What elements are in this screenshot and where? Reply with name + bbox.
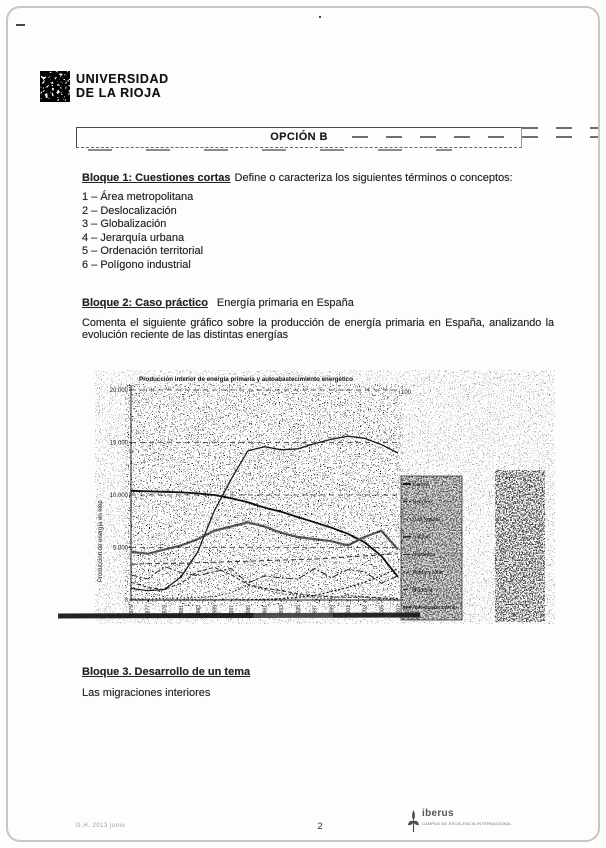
- iberus-brand-name: iberus: [422, 808, 454, 819]
- bloque2-paragraph: Comenta el siguiente gráfico sobre la pr…: [82, 317, 554, 341]
- scan-artifact-dash: [16, 24, 25, 26]
- option-header-box: OPCIÓN B: [76, 127, 522, 148]
- scan-artifact-black-bar: [57, 612, 421, 619]
- bloque3-subtitle: Las migraciones interiores: [82, 687, 211, 699]
- university-crest-logo: [40, 71, 70, 102]
- bloque1-heading: Bloque 1: Cuestiones cortas Define o cara…: [82, 172, 552, 185]
- scan-noise-legend: [401, 476, 462, 620]
- bloque1-title: Bloque 1: Cuestiones cortas: [82, 172, 231, 184]
- iberus-wordmark: iberus CAMPUS DE EXCELENCIA INTERNACIONA…: [422, 809, 512, 826]
- scan-dash-line-bottom: [88, 149, 452, 151]
- iberus-leaf-icon: [408, 810, 419, 832]
- term-item: 4 – Jerarquía urbana: [82, 231, 185, 244]
- scan-noise-right-band: [495, 470, 545, 622]
- footer-reference: G.H. 2013 junio: [76, 823, 126, 829]
- bloque1-intro: Define o caracteriza los siguientes térm…: [234, 172, 513, 184]
- bloque3-heading: Bloque 3. Desarrollo de un tema: [82, 666, 250, 679]
- iberus-brand-tagline: CAMPUS DE EXCELENCIA INTERNACIONAL: [422, 820, 512, 826]
- bloque1-term-list: 1 – Área metropolitana 2 – Deslocalizaci…: [82, 191, 203, 273]
- iberus-logo: iberus CAMPUS DE EXCELENCIA INTERNACIONA…: [407, 809, 512, 833]
- scan-dash-line-top-right: [522, 127, 598, 129]
- university-name-line1: UNIVERSIDAD: [76, 72, 169, 86]
- scan-artifact-dot: [319, 16, 321, 18]
- university-name: UNIVERSIDAD DE LA RIOJA: [76, 72, 169, 100]
- option-header-label: OPCIÓN B: [270, 131, 328, 143]
- university-name-line2: DE LA RIOJA: [76, 85, 162, 100]
- term-item: 3 – Globalización: [82, 218, 167, 231]
- term-item: 5 – Ordenación territorial: [82, 245, 204, 258]
- bloque2-heading: Bloque 2: Caso práctico Energía primaria …: [82, 297, 354, 310]
- bloque2-subtitle: Energía primaria en España: [216, 297, 354, 309]
- bloque2-title: Bloque 2: Caso práctico: [82, 297, 208, 309]
- term-item: 6 – Polígono industrial: [82, 258, 191, 271]
- term-item: 1 – Área metropolitana: [82, 191, 194, 203]
- page-number: 2: [317, 821, 323, 832]
- scan-dash-line-mid: [352, 136, 598, 138]
- scan-noise-all: [95, 370, 555, 624]
- bloque3-title: Bloque 3. Desarrollo de un tema: [82, 666, 251, 678]
- term-item: 2 – Deslocalización: [82, 204, 177, 217]
- energy-production-chart: 05.00010.00015.00020.0001975197719791981…: [95, 370, 555, 624]
